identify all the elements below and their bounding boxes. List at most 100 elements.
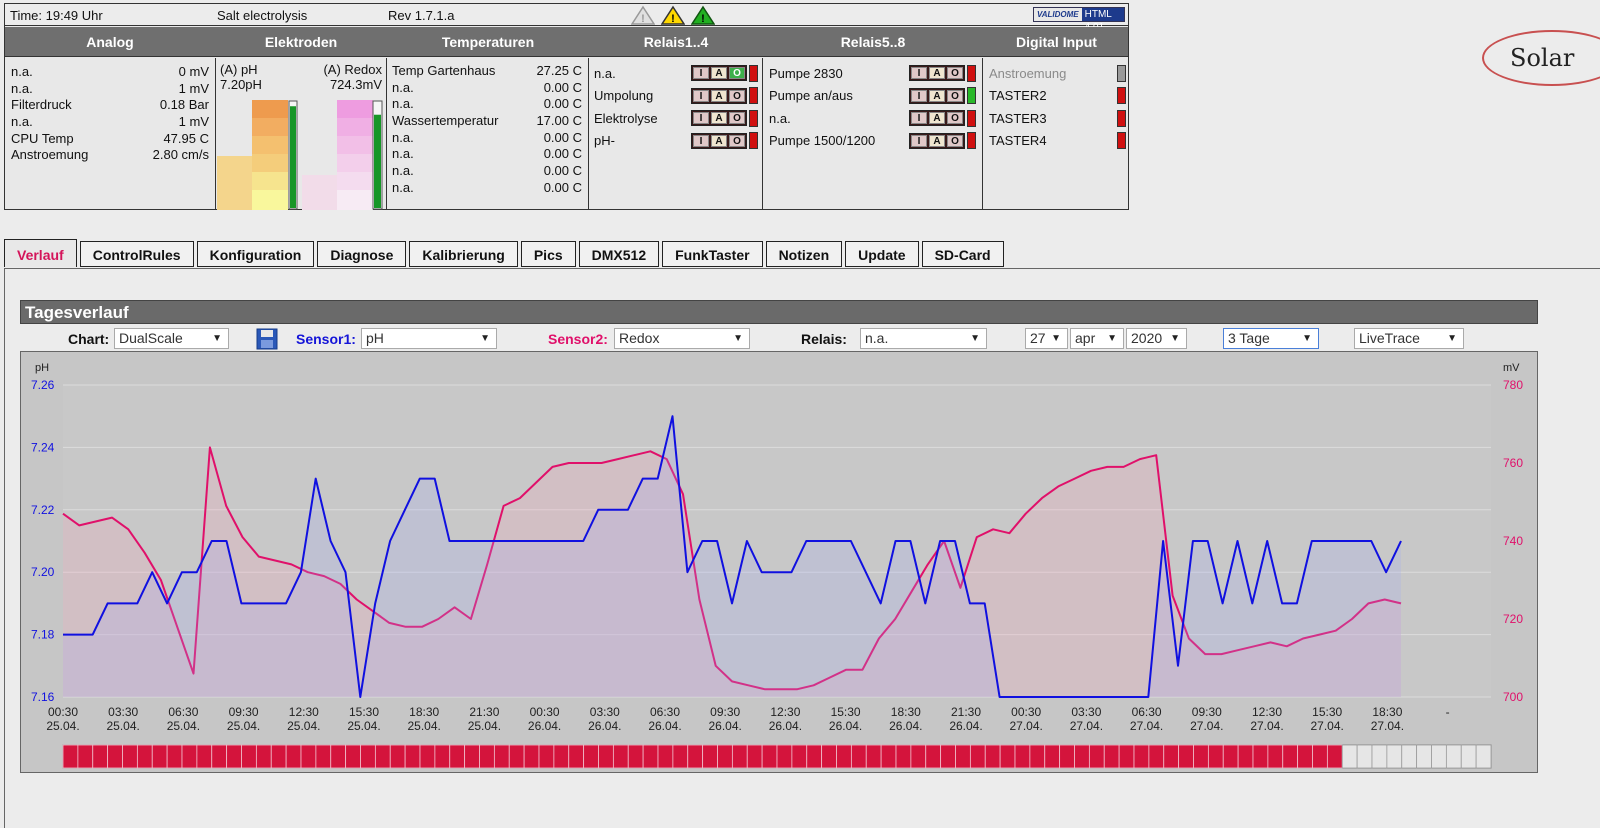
relais-select[interactable]: n.a. xyxy=(860,328,987,349)
y-left-tick-label: 7.18 xyxy=(31,628,55,642)
iao-on-button[interactable]: I xyxy=(693,67,709,80)
panel-title: Tagesverlauf xyxy=(25,303,129,322)
iao-off-button[interactable]: O xyxy=(947,134,963,147)
svg-text:!: ! xyxy=(641,13,645,25)
chart-type-select[interactable]: DualScale xyxy=(114,328,229,349)
tab-sd-card[interactable]: SD-Card xyxy=(921,241,1004,267)
content-left-border xyxy=(4,268,5,828)
iao-off-button[interactable]: O xyxy=(729,67,745,80)
warning-yellow-icon[interactable]: ! xyxy=(661,5,685,25)
x-tick-date: 27.04. xyxy=(1010,719,1043,733)
tab-diagnose[interactable]: Diagnose xyxy=(317,241,407,267)
time-label: Time: 19:49 Uhr xyxy=(10,8,103,23)
iao-auto-button[interactable]: A xyxy=(929,67,945,80)
digital-input-label: TASTER2 xyxy=(989,88,1047,104)
tab-konfiguration[interactable]: Konfiguration xyxy=(196,241,315,267)
iao-on-button[interactable]: I xyxy=(693,134,709,147)
year-select[interactable]: 2020 xyxy=(1126,328,1187,349)
range-select[interactable]: 3 Tage xyxy=(1223,328,1319,349)
iao-off-button[interactable]: O xyxy=(947,67,963,80)
tab-controlrules[interactable]: ControlRules xyxy=(79,241,194,267)
save-icon[interactable] xyxy=(256,328,278,350)
x-tick-date: 26.04. xyxy=(588,719,621,733)
iao-off-button[interactable]: O xyxy=(729,89,745,102)
iao-off-button[interactable]: O xyxy=(729,134,745,147)
analog-row: CPU Temp 47.95 C xyxy=(11,131,209,148)
x-tick-date: 25.04. xyxy=(227,719,260,733)
digital-input-row: TASTER2 xyxy=(989,85,1126,108)
relay-bar-segment xyxy=(1222,744,1239,769)
relay-status-led xyxy=(749,87,758,105)
relay-bar-segment xyxy=(657,744,674,769)
tab-funktaster[interactable]: FunkTaster xyxy=(662,241,763,267)
relay-bar-segment xyxy=(1252,744,1269,769)
warning-gray-icon[interactable]: ! xyxy=(631,5,655,25)
x-tick-time: 00:30 xyxy=(530,705,560,719)
month-select[interactable]: apr xyxy=(1070,328,1124,349)
iao-off-button[interactable]: O xyxy=(947,112,963,125)
iao-on-button[interactable]: I xyxy=(911,89,927,102)
ph-level-bar xyxy=(290,106,296,208)
iao-auto-button[interactable]: A xyxy=(711,89,727,102)
sensor2-select[interactable]: Redox xyxy=(614,328,750,349)
iao-on-button[interactable]: I xyxy=(911,134,927,147)
relay-bar-segment xyxy=(583,744,599,769)
tab-dmx512[interactable]: DMX512 xyxy=(578,241,660,267)
x-tick-time: 06:30 xyxy=(650,705,680,719)
ph-label: (A) pH xyxy=(220,62,258,77)
company-logo: Solar xyxy=(1482,30,1600,86)
iao-on-button[interactable]: I xyxy=(693,89,709,102)
x-tick-date: 26.04. xyxy=(528,719,561,733)
iao-on-button[interactable]: I xyxy=(911,67,927,80)
tab-notizen[interactable]: Notizen xyxy=(765,241,843,267)
iao-auto-button[interactable]: A xyxy=(929,134,945,147)
relay-bar-segment xyxy=(806,744,823,769)
warning-green-icon[interactable]: ! xyxy=(691,5,715,25)
analog-section: n.a. 0 mV n.a. 1 mV Filterdruck 0.18 Bar n.… xyxy=(5,58,216,210)
tab-bar: Verlauf ControlRules Konfiguration Diagn… xyxy=(4,239,1004,267)
x-tick-date: 25.04. xyxy=(408,719,441,733)
iao-auto-button[interactable]: A xyxy=(929,112,945,125)
temperature-row: Temp Gartenhaus 27.25 C xyxy=(392,63,582,80)
x-tick-time: 00:30 xyxy=(48,705,78,719)
relay-bar-segment xyxy=(1088,744,1105,769)
analog-label: n.a. xyxy=(11,64,33,79)
relay-bar-segment xyxy=(702,744,718,769)
relay-bar-segment xyxy=(196,744,213,769)
iao-auto-button[interactable]: A xyxy=(929,89,945,102)
mode-select[interactable]: LiveTrace xyxy=(1354,328,1464,349)
iao-auto-button[interactable]: A xyxy=(711,67,727,80)
iao-auto-button[interactable]: A xyxy=(711,134,727,147)
relay-label: n.a. xyxy=(594,65,616,81)
column-header-relais58: Relais5..8 xyxy=(840,34,906,50)
relay-bar-segment xyxy=(612,744,629,769)
analog-value: 2.80 cm/s xyxy=(152,147,209,163)
relay-bar-segment xyxy=(1386,744,1403,769)
sensor2-label: Sensor2: xyxy=(548,331,608,347)
iao-on-button[interactable]: I xyxy=(911,112,927,125)
iao-auto-button[interactable]: A xyxy=(711,112,727,125)
tab-kalibrierung[interactable]: Kalibrierung xyxy=(409,241,518,267)
iao-off-button[interactable]: O xyxy=(947,89,963,102)
relay-bar-segment xyxy=(1014,744,1031,769)
relay-bar-segment xyxy=(969,744,986,769)
temperature-label: Wassertemperatur xyxy=(392,113,499,129)
day-select[interactable]: 27 xyxy=(1025,328,1068,349)
tab-update[interactable]: Update xyxy=(845,241,919,267)
tab-pics[interactable]: Pics xyxy=(520,241,576,267)
digital-input-section: Anstroemung TASTER2 TASTER3 TASTER4 xyxy=(983,58,1130,210)
sensor1-select[interactable]: pH xyxy=(361,328,497,349)
tab-verlauf[interactable]: Verlauf xyxy=(4,239,77,267)
analog-label: Filterdruck xyxy=(11,97,72,113)
temperature-row: n.a. 0.00 C xyxy=(392,130,582,147)
relay-status-led xyxy=(749,132,758,150)
temperature-value: 0.00 C xyxy=(543,79,582,95)
y-right-tick-label: 760 xyxy=(1503,456,1523,470)
x-tick-date: 25.04. xyxy=(107,719,140,733)
validator-badge[interactable]: VALIDOME HTML 4.01 xyxy=(1033,7,1125,33)
relay-label: pH- xyxy=(594,133,615,149)
iao-off-button[interactable]: O xyxy=(729,112,745,125)
iao-on-button[interactable]: I xyxy=(693,112,709,125)
